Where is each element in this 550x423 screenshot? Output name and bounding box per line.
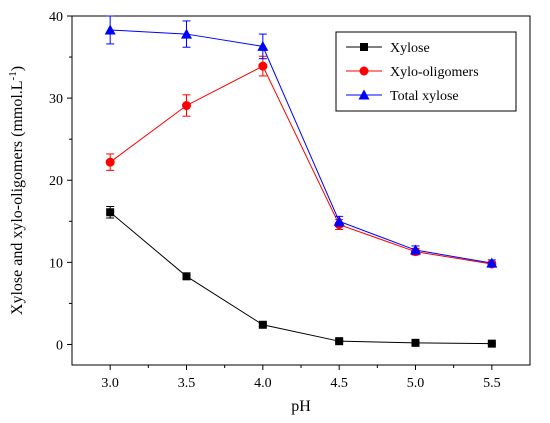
data-point-xylose — [258, 320, 267, 329]
y-tick-label: 30 — [49, 92, 63, 107]
series-line-total-xylose — [110, 29, 492, 264]
x-tick-label: 3.0 — [101, 376, 119, 391]
x-axis-title: pH — [291, 398, 311, 415]
x-tick-label: 4.0 — [254, 376, 272, 391]
data-point-total-xylose — [333, 215, 345, 226]
data-point-total-xylose — [257, 40, 269, 51]
y-axis-ticks: 0 10 20 30 40 — [49, 10, 72, 353]
data-point-xylose — [182, 272, 191, 281]
data-point-total-xylose — [486, 257, 498, 268]
y-axis-title: Xylose and xylo-oligomers (mmol.L-1) — [7, 66, 26, 315]
data-point-xylose — [487, 339, 496, 348]
x-tick-label: 4.5 — [330, 376, 348, 391]
legend-marker-xylo-oligomers — [359, 66, 369, 76]
series-layer — [104, 15, 498, 348]
y-axis-title-main: Xylose and xylo-oligomers (mmol.L — [9, 80, 26, 315]
data-point-xylose — [411, 338, 420, 347]
y-tick-label: 20 — [49, 174, 63, 189]
x-axis-ticks: 3.0 3.5 4.0 4.5 5.0 5.5 — [101, 365, 501, 391]
series-xylose — [106, 206, 496, 348]
series-total-xylose — [104, 15, 498, 268]
data-point-total-xylose — [181, 28, 192, 39]
legend-marker-total-xylose — [358, 89, 370, 100]
x-tick-label: 5.0 — [407, 376, 425, 391]
x-tick-label: 5.5 — [483, 376, 501, 391]
x-tick-label: 3.5 — [178, 376, 196, 391]
y-tick-label: 0 — [56, 338, 63, 353]
legend-label-xylo-oligomers: Xylo-oligomers — [390, 65, 479, 80]
series-line-xylose — [109, 211, 492, 345]
legend-label-total-xylose: Total xylose — [390, 89, 459, 104]
y-tick-label: 10 — [49, 256, 63, 271]
data-point-xylose — [335, 337, 344, 346]
y-tick-label: 40 — [49, 10, 63, 25]
data-point-xylo-oligomers — [182, 101, 191, 111]
data-point-xylose — [106, 208, 115, 217]
data-point-total-xylose — [104, 24, 116, 35]
series-line-xylo-oligomers — [109, 65, 492, 265]
legend-marker-xylose — [360, 43, 368, 51]
y-axis-title-superscript: -1 — [7, 71, 19, 80]
y-axis-title-tail: ) — [9, 66, 26, 71]
data-point-xylo-oligomers — [258, 61, 268, 71]
legend-label-xylose: Xylose — [390, 41, 430, 56]
data-point-total-xylose — [410, 244, 421, 255]
legend: Xylose Xylo-oligomers Total xylose — [335, 31, 517, 112]
data-point-xylo-oligomers — [105, 157, 115, 167]
